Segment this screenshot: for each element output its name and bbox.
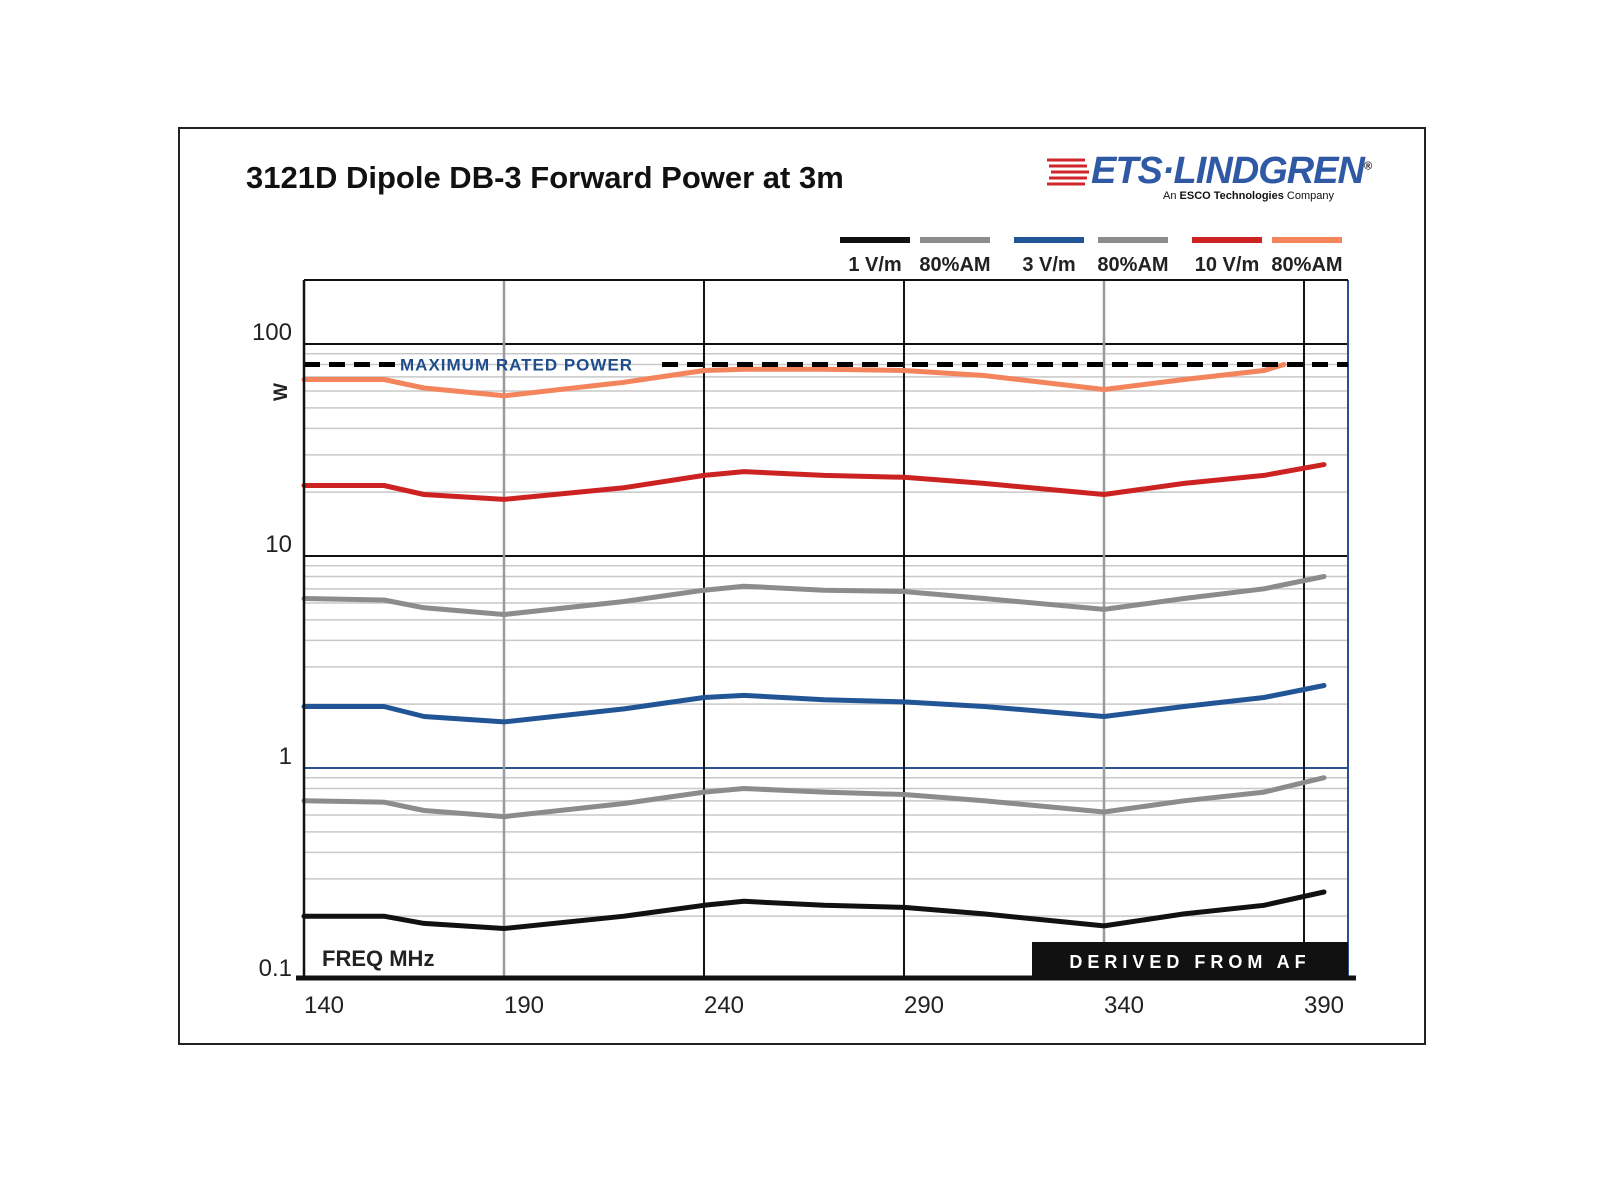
legend-label-0: 1 V/m: [848, 254, 901, 276]
company-logo: ETS·LINDGREN® An ESCO Technologies Compa…: [1045, 150, 1372, 210]
series-line-0: [301, 889, 1327, 931]
legend-label-1: 80%AM: [919, 254, 990, 276]
annotation-text: DERIVED FROM AF: [1069, 952, 1310, 972]
axis-labels: 0.1 1 10 100 140 190 240 290 340 390 W FREQ MHz DERI…: [252, 319, 1348, 1019]
y-axis-label: W: [271, 383, 292, 401]
x-tick-label: 190: [504, 992, 544, 1019]
series-line-5: [301, 362, 1287, 399]
y-tick-label: 0.1: [259, 955, 292, 982]
y-tick-label: 1: [279, 743, 292, 770]
major-gridlines: [304, 279, 1349, 978]
series-line-3: [301, 574, 1327, 617]
reference-line-label: MAXIMUM RATED POWER: [400, 356, 633, 375]
series-line-1: [301, 775, 1327, 820]
series-line-4: [301, 462, 1327, 502]
legend-label-3: 80%AM: [1097, 254, 1168, 276]
chart-title: 3121D Dipole DB-3 Forward Power at 3m: [246, 160, 844, 195]
x-axis-label: FREQ MHz: [322, 946, 434, 971]
registered-mark: ®: [1364, 160, 1372, 173]
annotation-box: [1032, 942, 1348, 978]
logo-wordmark: ETS·LINDGREN®: [1091, 150, 1372, 192]
x-tick-label: 290: [904, 992, 944, 1019]
logo-tagline: An ESCO Technologies Company: [1163, 190, 1334, 202]
y-tick-label: 100: [252, 319, 292, 346]
y-tick-label: 10: [265, 531, 292, 558]
legend: 1 V/m 80%AM 3 V/m 80%AM 10 V/m 80%AM: [840, 237, 1343, 276]
axes: [296, 280, 1356, 981]
reference-line-group: MAXIMUM RATED POWER: [304, 356, 1348, 375]
x-tick-label: 390: [1304, 992, 1344, 1019]
x-tick-label: 340: [1104, 992, 1144, 1019]
series-lines: [301, 362, 1327, 931]
signal-waves-icon: [1047, 158, 1089, 186]
legend-label-4: 10 V/m: [1195, 254, 1259, 276]
legend-label-5: 80%AM: [1271, 254, 1342, 276]
x-tick-label: 140: [304, 992, 344, 1019]
series-line-2: [301, 683, 1327, 725]
legend-label-2: 3 V/m: [1022, 254, 1075, 276]
x-tick-label: 240: [704, 992, 744, 1019]
